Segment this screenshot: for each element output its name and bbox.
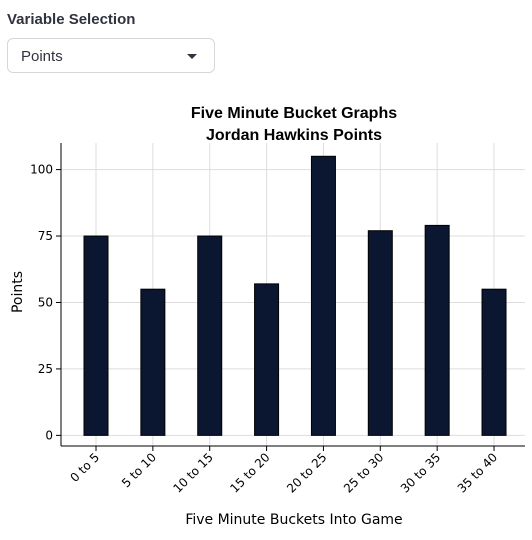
chevron-down-icon[interactable] [187,54,197,59]
bar [254,283,280,436]
bar [197,235,223,436]
x-tick-label: 15 to 20 [227,450,272,495]
bar [310,155,336,436]
variable-select[interactable]: Points [7,38,215,73]
chart-title: Five Minute Bucket Graphs [191,105,397,122]
variable-select-value: Points [21,48,63,65]
x-tick-label: 10 to 15 [170,450,215,495]
x-tick-label: 20 to 25 [284,450,329,495]
bar [140,288,166,436]
bar [367,230,393,436]
y-tick-label: 50 [38,295,53,309]
x-tick-label: 5 to 10 [119,450,159,490]
bar [481,288,507,436]
x-tick-label: 0 to 5 [68,450,103,485]
bar [424,224,450,436]
variable-selection-label: Variable Selection [7,11,136,28]
bar [83,235,109,436]
x-tick-label: 25 to 30 [341,450,386,495]
y-tick-label: 0 [45,428,53,442]
y-axis-label: Points [10,271,26,313]
y-tick-label: 75 [38,229,53,243]
chart-subtitle: Jordan Hawkins Points [206,127,382,144]
x-axis-label: Five Minute Buckets Into Game [185,512,402,528]
y-tick-label: 25 [38,362,53,376]
y-tick-label: 100 [30,163,53,177]
x-tick-label: 30 to 35 [398,450,443,495]
x-tick-label: 35 to 40 [455,450,500,495]
